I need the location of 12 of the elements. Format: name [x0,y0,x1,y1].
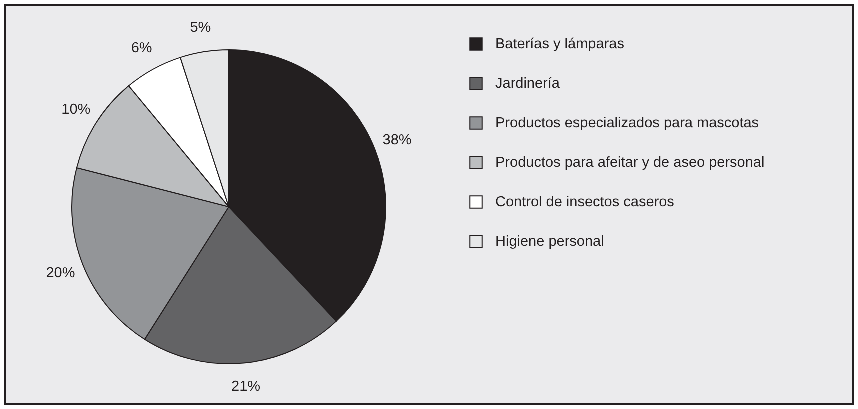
data-label: 6% [131,40,152,56]
data-label: 21% [232,379,261,396]
data-label: 5% [190,20,212,36]
legend-label: Higiene personal [496,234,604,250]
legend-label: Productos especializados para mascotas [496,115,760,132]
legend-label: Productos para afeitar y de aseo personal [496,154,765,171]
data-label: 10% [62,102,91,118]
data-label: 38% [382,132,412,148]
data-label: 20% [46,266,76,282]
legend-label: Baterías y lámparas [496,36,624,52]
legend-label: Jardinería [496,76,561,92]
legend-label: Control de insectos caseros [496,194,674,210]
